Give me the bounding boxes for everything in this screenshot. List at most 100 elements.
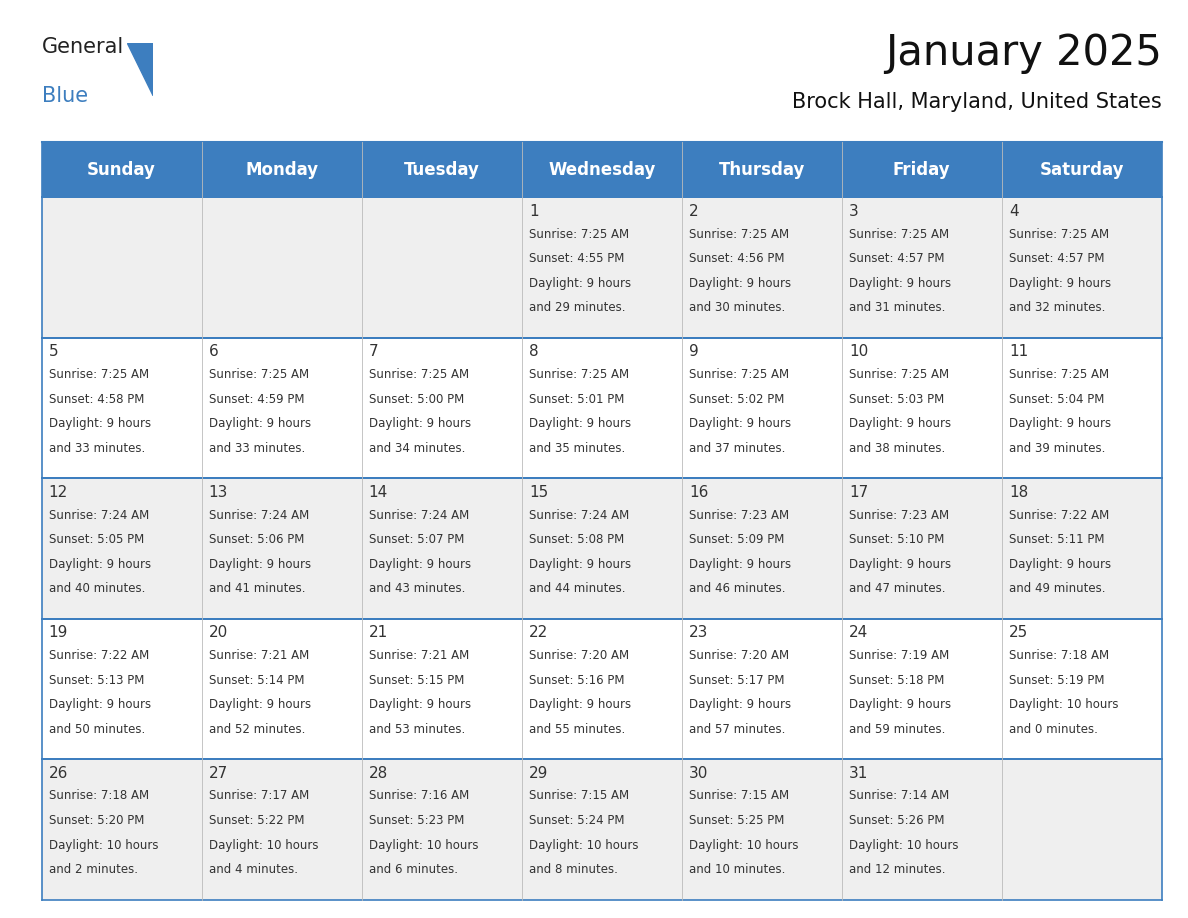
Text: and 55 minutes.: and 55 minutes. — [529, 722, 625, 735]
Text: Sunset: 5:14 PM: Sunset: 5:14 PM — [209, 674, 304, 687]
Text: Sunrise: 7:18 AM: Sunrise: 7:18 AM — [1009, 649, 1110, 662]
Text: 22: 22 — [529, 625, 548, 640]
Text: Sunset: 5:00 PM: Sunset: 5:00 PM — [368, 393, 465, 406]
Text: Sunset: 5:05 PM: Sunset: 5:05 PM — [49, 533, 144, 546]
Text: Thursday: Thursday — [719, 161, 805, 179]
Text: Sunset: 5:26 PM: Sunset: 5:26 PM — [849, 814, 944, 827]
Text: and 38 minutes.: and 38 minutes. — [849, 442, 946, 454]
Text: and 49 minutes.: and 49 minutes. — [1009, 582, 1106, 595]
Text: Sunset: 5:02 PM: Sunset: 5:02 PM — [689, 393, 784, 406]
Text: and 10 minutes.: and 10 minutes. — [689, 863, 785, 876]
Text: Daylight: 10 hours: Daylight: 10 hours — [689, 839, 798, 852]
Text: Sunrise: 7:25 AM: Sunrise: 7:25 AM — [849, 368, 949, 381]
Text: and 35 minutes.: and 35 minutes. — [529, 442, 625, 454]
Text: Sunrise: 7:24 AM: Sunrise: 7:24 AM — [529, 509, 630, 521]
Text: and 31 minutes.: and 31 minutes. — [849, 301, 946, 314]
Text: Wednesday: Wednesday — [548, 161, 656, 179]
Text: 24: 24 — [849, 625, 868, 640]
Text: Sunrise: 7:25 AM: Sunrise: 7:25 AM — [529, 228, 628, 241]
Text: Daylight: 9 hours: Daylight: 9 hours — [849, 558, 952, 571]
Text: 11: 11 — [1009, 344, 1028, 359]
Text: 9: 9 — [689, 344, 699, 359]
Text: and 6 minutes.: and 6 minutes. — [368, 863, 457, 876]
Text: 20: 20 — [209, 625, 228, 640]
Text: and 59 minutes.: and 59 minutes. — [849, 722, 946, 735]
Text: Sunrise: 7:15 AM: Sunrise: 7:15 AM — [689, 789, 789, 802]
Text: and 0 minutes.: and 0 minutes. — [1009, 722, 1098, 735]
Text: Sunset: 5:23 PM: Sunset: 5:23 PM — [368, 814, 465, 827]
Text: Sunrise: 7:19 AM: Sunrise: 7:19 AM — [849, 649, 949, 662]
Text: Sunrise: 7:23 AM: Sunrise: 7:23 AM — [849, 509, 949, 521]
Text: Sunset: 5:01 PM: Sunset: 5:01 PM — [529, 393, 624, 406]
Text: Sunset: 5:16 PM: Sunset: 5:16 PM — [529, 674, 625, 687]
Text: Sunrise: 7:24 AM: Sunrise: 7:24 AM — [209, 509, 309, 521]
Text: Sunset: 4:55 PM: Sunset: 4:55 PM — [529, 252, 624, 265]
Text: Tuesday: Tuesday — [404, 161, 480, 179]
Text: Sunrise: 7:18 AM: Sunrise: 7:18 AM — [49, 789, 148, 802]
Text: Sunrise: 7:25 AM: Sunrise: 7:25 AM — [689, 228, 789, 241]
Text: Daylight: 9 hours: Daylight: 9 hours — [689, 558, 791, 571]
Text: 12: 12 — [49, 485, 68, 499]
Text: Friday: Friday — [893, 161, 950, 179]
Text: January 2025: January 2025 — [885, 32, 1162, 74]
Text: 23: 23 — [689, 625, 708, 640]
Text: Sunset: 4:56 PM: Sunset: 4:56 PM — [689, 252, 784, 265]
Text: 31: 31 — [849, 766, 868, 780]
Text: Sunrise: 7:25 AM: Sunrise: 7:25 AM — [849, 228, 949, 241]
Text: Sunrise: 7:14 AM: Sunrise: 7:14 AM — [849, 789, 949, 802]
Text: Sunset: 5:17 PM: Sunset: 5:17 PM — [689, 674, 784, 687]
Text: 10: 10 — [849, 344, 868, 359]
Text: 7: 7 — [368, 344, 379, 359]
Text: Sunrise: 7:25 AM: Sunrise: 7:25 AM — [1009, 228, 1110, 241]
Text: Sunset: 5:15 PM: Sunset: 5:15 PM — [368, 674, 465, 687]
Text: Daylight: 9 hours: Daylight: 9 hours — [529, 277, 631, 290]
Text: and 57 minutes.: and 57 minutes. — [689, 722, 785, 735]
Text: Sunset: 5:04 PM: Sunset: 5:04 PM — [1009, 393, 1105, 406]
Text: 19: 19 — [49, 625, 68, 640]
Text: and 34 minutes.: and 34 minutes. — [368, 442, 466, 454]
Text: Sunset: 5:22 PM: Sunset: 5:22 PM — [209, 814, 304, 827]
Text: Sunrise: 7:22 AM: Sunrise: 7:22 AM — [49, 649, 148, 662]
Text: Sunset: 5:19 PM: Sunset: 5:19 PM — [1009, 674, 1105, 687]
Text: Daylight: 9 hours: Daylight: 9 hours — [209, 418, 311, 431]
Text: and 32 minutes.: and 32 minutes. — [1009, 301, 1105, 314]
Text: 25: 25 — [1009, 625, 1028, 640]
Text: Daylight: 10 hours: Daylight: 10 hours — [49, 839, 158, 852]
Text: and 2 minutes.: and 2 minutes. — [49, 863, 138, 876]
Text: Monday: Monday — [245, 161, 318, 179]
Text: Brock Hall, Maryland, United States: Brock Hall, Maryland, United States — [792, 92, 1162, 112]
Text: 16: 16 — [689, 485, 708, 499]
Text: and 46 minutes.: and 46 minutes. — [689, 582, 785, 595]
Text: Daylight: 9 hours: Daylight: 9 hours — [49, 418, 151, 431]
Text: Sunrise: 7:24 AM: Sunrise: 7:24 AM — [368, 509, 469, 521]
Text: Sunrise: 7:25 AM: Sunrise: 7:25 AM — [529, 368, 628, 381]
Text: and 8 minutes.: and 8 minutes. — [529, 863, 618, 876]
Text: Sunrise: 7:25 AM: Sunrise: 7:25 AM — [1009, 368, 1110, 381]
Text: and 53 minutes.: and 53 minutes. — [368, 722, 465, 735]
Text: 6: 6 — [209, 344, 219, 359]
Text: Sunrise: 7:21 AM: Sunrise: 7:21 AM — [368, 649, 469, 662]
Text: Daylight: 9 hours: Daylight: 9 hours — [529, 558, 631, 571]
Text: and 37 minutes.: and 37 minutes. — [689, 442, 785, 454]
Text: Daylight: 9 hours: Daylight: 9 hours — [368, 699, 470, 711]
Text: Daylight: 9 hours: Daylight: 9 hours — [689, 418, 791, 431]
Text: Sunset: 5:10 PM: Sunset: 5:10 PM — [849, 533, 944, 546]
Text: Sunrise: 7:25 AM: Sunrise: 7:25 AM — [49, 368, 148, 381]
Text: General: General — [42, 37, 124, 57]
Text: Sunrise: 7:15 AM: Sunrise: 7:15 AM — [529, 789, 628, 802]
Text: Sunset: 5:24 PM: Sunset: 5:24 PM — [529, 814, 625, 827]
Text: 14: 14 — [368, 485, 388, 499]
Text: Daylight: 9 hours: Daylight: 9 hours — [1009, 418, 1111, 431]
Text: Saturday: Saturday — [1040, 161, 1124, 179]
Text: Sunrise: 7:25 AM: Sunrise: 7:25 AM — [689, 368, 789, 381]
Text: Daylight: 9 hours: Daylight: 9 hours — [529, 418, 631, 431]
Text: Daylight: 10 hours: Daylight: 10 hours — [849, 839, 959, 852]
Text: and 30 minutes.: and 30 minutes. — [689, 301, 785, 314]
Text: Daylight: 9 hours: Daylight: 9 hours — [529, 699, 631, 711]
Text: and 50 minutes.: and 50 minutes. — [49, 722, 145, 735]
Text: 29: 29 — [529, 766, 548, 780]
Text: and 52 minutes.: and 52 minutes. — [209, 722, 305, 735]
Text: and 41 minutes.: and 41 minutes. — [209, 582, 305, 595]
Text: 5: 5 — [49, 344, 58, 359]
Text: Daylight: 9 hours: Daylight: 9 hours — [209, 699, 311, 711]
